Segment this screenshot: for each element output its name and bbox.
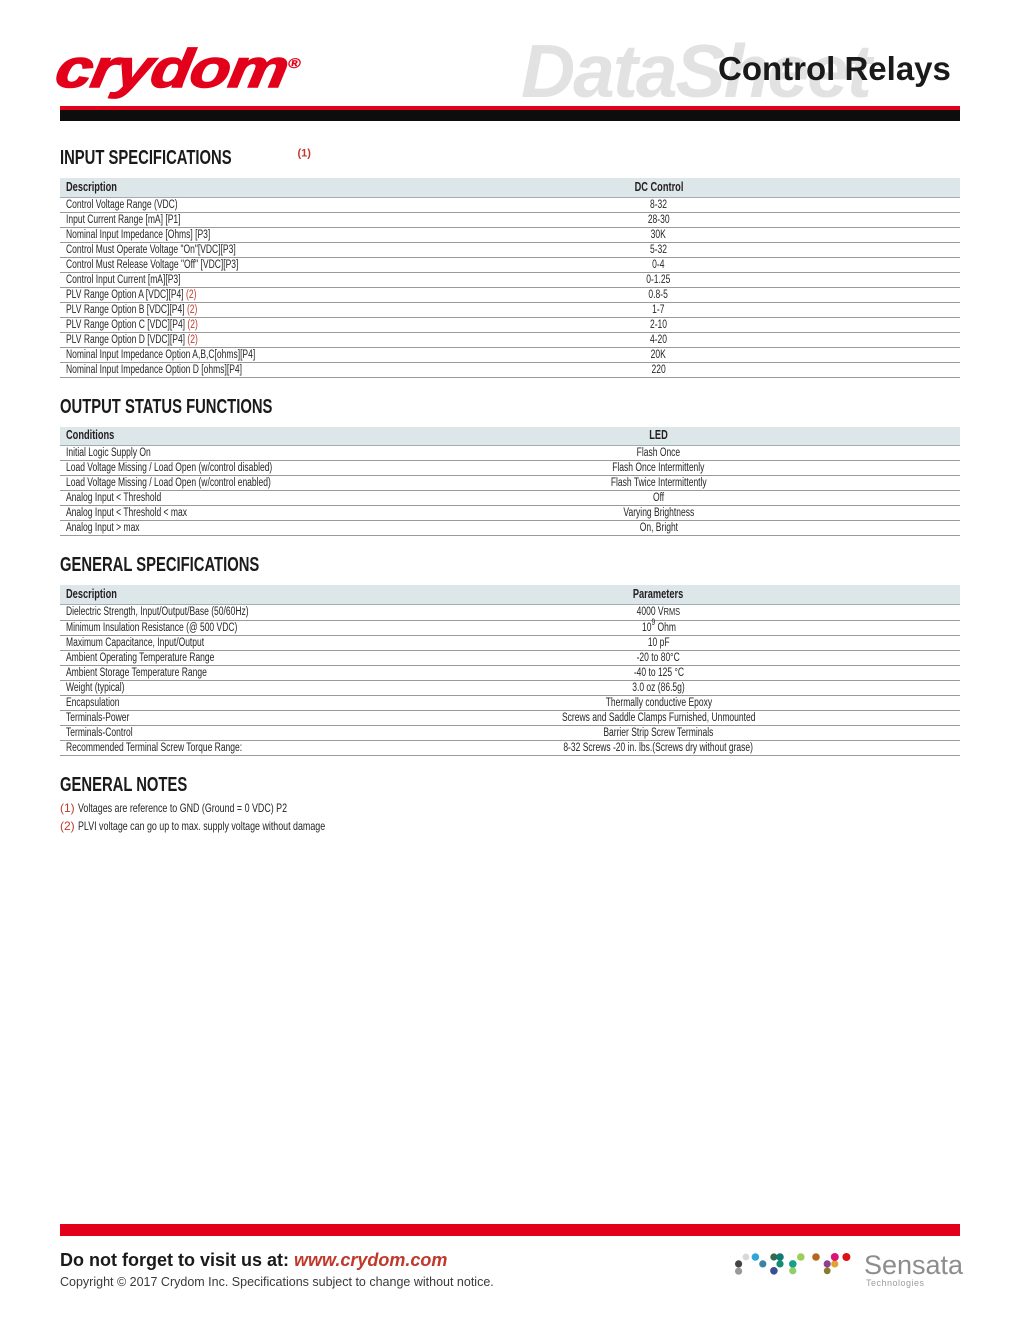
svg-text:Sensata: Sensata [864, 1250, 964, 1280]
svg-text:Technologies: Technologies [866, 1278, 925, 1288]
